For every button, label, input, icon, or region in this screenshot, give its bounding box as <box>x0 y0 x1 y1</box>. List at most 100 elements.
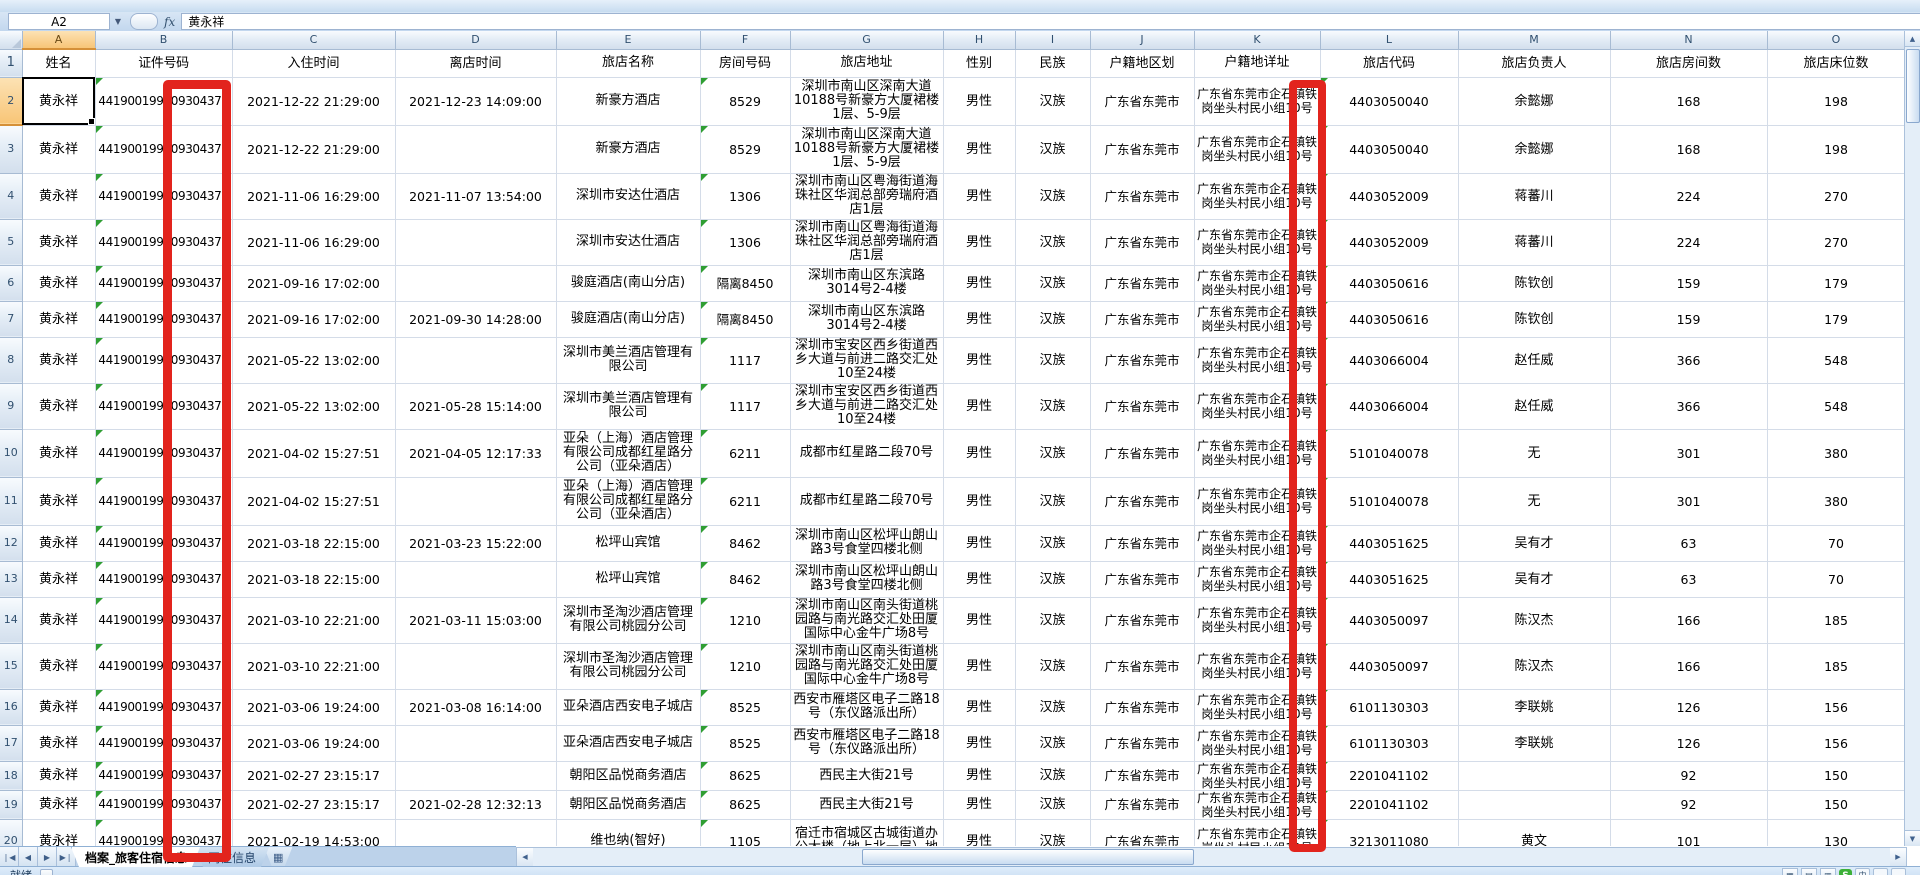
cell-G18[interactable]: 西民主大街21号 <box>790 761 944 791</box>
cell-G8[interactable]: 深圳市宝安区西乡街道西乡大道与前进二路交汇处10至24楼 <box>790 337 944 384</box>
page-break-view-icon[interactable]: ▥ <box>1820 868 1836 875</box>
cell-L18[interactable]: 2201041102 <box>1320 761 1459 791</box>
cell-A15[interactable]: 黄永祥 <box>22 643 96 690</box>
cell-B16[interactable]: 441900199009304376 <box>95 689 233 726</box>
cell-H5[interactable]: 男性 <box>943 219 1016 266</box>
column-header-D[interactable]: D <box>395 31 557 50</box>
cell-G4[interactable]: 深圳市南山区粤海街道海珠社区华润总部旁瑞府酒店1层 <box>790 173 944 220</box>
cell-N7[interactable]: 159 <box>1610 301 1768 338</box>
cell-J1[interactable]: 户籍地区划 <box>1090 49 1195 78</box>
cell-F16[interactable]: 8525 <box>700 689 791 726</box>
cell-F14[interactable]: 1210 <box>700 597 791 644</box>
cell-I11[interactable]: 汉族 <box>1015 477 1091 526</box>
cell-M10[interactable]: 无 <box>1458 429 1611 478</box>
cell-H13[interactable]: 男性 <box>943 561 1016 598</box>
cell-I6[interactable]: 汉族 <box>1015 265 1091 302</box>
cell-J14[interactable]: 广东省东莞市 <box>1090 597 1195 644</box>
row-header-3[interactable]: 3 <box>0 125 23 174</box>
cell-I7[interactable]: 汉族 <box>1015 301 1091 338</box>
row-header-14[interactable]: 14 <box>0 597 23 644</box>
cell-E3[interactable]: 新豪方酒店 <box>556 125 701 174</box>
cell-H8[interactable]: 男性 <box>943 337 1016 384</box>
normal-view-icon[interactable]: ▦ <box>1782 868 1798 875</box>
cell-N13[interactable]: 63 <box>1610 561 1768 598</box>
row-header-18[interactable]: 18 <box>0 761 23 791</box>
cell-E4[interactable]: 深圳市安达仕酒店 <box>556 173 701 220</box>
horizontal-scrollbar[interactable]: ◀ ▶ <box>516 847 1907 867</box>
cell-J6[interactable]: 广东省东莞市 <box>1090 265 1195 302</box>
cell-C8[interactable]: 2021-05-22 13:02:00 <box>232 337 396 384</box>
cell-L19[interactable]: 2201041102 <box>1320 790 1459 820</box>
cell-D4[interactable]: 2021-11-07 13:54:00 <box>395 173 557 220</box>
cell-E6[interactable]: 骏庭酒店(南山分店) <box>556 265 701 302</box>
cell-H15[interactable]: 男性 <box>943 643 1016 690</box>
cell-H6[interactable]: 男性 <box>943 265 1016 302</box>
cell-E5[interactable]: 深圳市安达仕酒店 <box>556 219 701 266</box>
row-header-19[interactable]: 19 <box>0 790 23 820</box>
cell-K6[interactable]: 广东省东莞市企石镇铁岗坐头村民小组10号 <box>1194 265 1321 302</box>
column-header-N[interactable]: N <box>1610 31 1768 50</box>
cell-C16[interactable]: 2021-03-06 19:24:00 <box>232 689 396 726</box>
cell-A17[interactable]: 黄永祥 <box>22 725 96 762</box>
cell-M18[interactable] <box>1458 761 1611 791</box>
column-header-G[interactable]: G <box>790 31 944 50</box>
cell-C12[interactable]: 2021-03-18 22:15:00 <box>232 525 396 562</box>
cell-C19[interactable]: 2021-02-27 23:15:17 <box>232 790 396 820</box>
cell-A18[interactable]: 黄永祥 <box>22 761 96 791</box>
cell-E8[interactable]: 深圳市美兰酒店管理有限公司 <box>556 337 701 384</box>
cell-G7[interactable]: 深圳市南山区东滨路3014号2-4楼 <box>790 301 944 338</box>
cell-A3[interactable]: 黄永祥 <box>22 125 96 174</box>
cell-H14[interactable]: 男性 <box>943 597 1016 644</box>
cell-G3[interactable]: 深圳市南山区深南大道10188号新豪方大厦裙楼1层、5-9层 <box>790 125 944 174</box>
cell-L8[interactable]: 4403066004 <box>1320 337 1459 384</box>
cell-M5[interactable]: 蒋蕃川 <box>1458 219 1611 266</box>
input-lang-icon[interactable]: 中 <box>1855 868 1870 875</box>
cell-J2[interactable]: 广东省东莞市 <box>1090 77 1195 126</box>
cell-B20[interactable]: 441900199009304376 <box>95 819 233 846</box>
horizontal-scroll-thumb[interactable] <box>862 849 1194 865</box>
cell-N1[interactable]: 旅店房间数 <box>1610 49 1768 78</box>
name-box-dropdown-icon[interactable]: ▼ <box>114 17 122 26</box>
cell-L17[interactable]: 6101130303 <box>1320 725 1459 762</box>
cell-C4[interactable]: 2021-11-06 16:29:00 <box>232 173 396 220</box>
cell-N9[interactable]: 366 <box>1610 383 1768 430</box>
row-header-4[interactable]: 4 <box>0 173 23 220</box>
cell-L7[interactable]: 4403050616 <box>1320 301 1459 338</box>
cell-F19[interactable]: 8625 <box>700 790 791 820</box>
cell-A7[interactable]: 黄永祥 <box>22 301 96 338</box>
cell-I16[interactable]: 汉族 <box>1015 689 1091 726</box>
cell-D16[interactable]: 2021-03-08 16:14:00 <box>395 689 557 726</box>
cell-I20[interactable]: 汉族 <box>1015 819 1091 846</box>
cell-H18[interactable]: 男性 <box>943 761 1016 791</box>
row-header-20[interactable]: 20 <box>0 819 23 846</box>
row-header-9[interactable]: 9 <box>0 383 23 430</box>
cell-D19[interactable]: 2021-02-28 12:32:13 <box>395 790 557 820</box>
cell-G12[interactable]: 深圳市南山区松坪山朗山路3号食堂四楼北侧 <box>790 525 944 562</box>
cell-B6[interactable]: 441900199009304376 <box>95 265 233 302</box>
fx-icon[interactable]: fx <box>164 14 176 29</box>
cell-C9[interactable]: 2021-05-22 13:02:00 <box>232 383 396 430</box>
cell-H11[interactable]: 男性 <box>943 477 1016 526</box>
column-header-L[interactable]: L <box>1320 31 1459 50</box>
cell-G16[interactable]: 西安市雁塔区电子二路18号（东仪路派出所） <box>790 689 944 726</box>
cell-J17[interactable]: 广东省东莞市 <box>1090 725 1195 762</box>
cell-H2[interactable]: 男性 <box>943 77 1016 126</box>
cell-N10[interactable]: 301 <box>1610 429 1768 478</box>
cell-K13[interactable]: 广东省东莞市企石镇铁岗坐头村民小组10号 <box>1194 561 1321 598</box>
cell-F10[interactable]: 6211 <box>700 429 791 478</box>
cell-K8[interactable]: 广东省东莞市企石镇铁岗坐头村民小组10号 <box>1194 337 1321 384</box>
cell-A11[interactable]: 黄永祥 <box>22 477 96 526</box>
insert-worksheet-tab[interactable]: ▦ <box>264 847 292 867</box>
cell-K19[interactable]: 广东省东莞市企石镇铁岗坐头村民小组10号 <box>1194 790 1321 820</box>
cell-O12[interactable]: 70 <box>1767 525 1905 562</box>
scroll-down-icon[interactable]: ▼ <box>1905 830 1920 846</box>
cell-E19[interactable]: 朝阳区品悦商务酒店 <box>556 790 701 820</box>
cell-B19[interactable]: 441900199009304376 <box>95 790 233 820</box>
cell-L14[interactable]: 4403050097 <box>1320 597 1459 644</box>
cell-G15[interactable]: 深圳市南山区南头街道桃园路与南光路交汇处田厦国际中心金牛广场8号 <box>790 643 944 690</box>
cell-E11[interactable]: 亚朵（上海）酒店管理有限公司成都红星路分公司（亚朵酒店） <box>556 477 701 526</box>
cell-H10[interactable]: 男性 <box>943 429 1016 478</box>
cell-G19[interactable]: 西民主大街21号 <box>790 790 944 820</box>
cell-I18[interactable]: 汉族 <box>1015 761 1091 791</box>
cell-E2[interactable]: 新豪方酒店 <box>556 77 701 126</box>
